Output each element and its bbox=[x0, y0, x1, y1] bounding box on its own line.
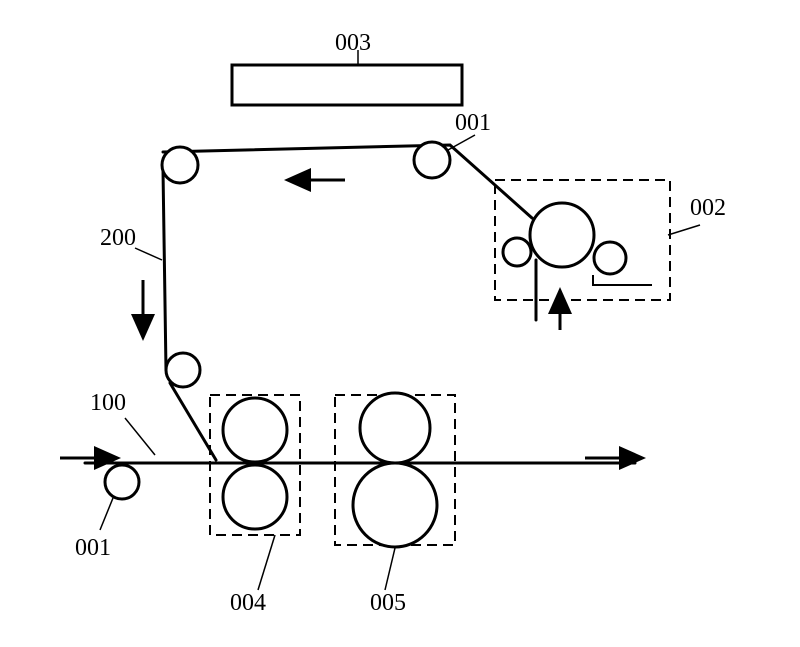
label-bottom_roller: 001 bbox=[75, 535, 111, 561]
label-left_belt: 200 bbox=[100, 225, 136, 251]
roller-bottom_small bbox=[105, 465, 139, 499]
roller-b_bot bbox=[353, 463, 437, 547]
label-right_module: 002 bbox=[690, 195, 726, 221]
label-top_right_roller: 001 bbox=[455, 110, 491, 136]
label-module_a: 004 bbox=[230, 590, 266, 616]
path-belt_top bbox=[163, 145, 532, 218]
leader_001_bot bbox=[100, 498, 113, 530]
roller-right_small_r bbox=[594, 242, 626, 274]
roller-right_big bbox=[530, 203, 594, 267]
label-substrate: 100 bbox=[90, 390, 126, 416]
roller-a_bot bbox=[223, 465, 287, 529]
label-module_b: 005 bbox=[370, 590, 406, 616]
leader_004 bbox=[258, 535, 275, 590]
component-box-003 bbox=[232, 65, 462, 105]
roller-top_right bbox=[414, 142, 450, 178]
roller-left_mid bbox=[166, 353, 200, 387]
leader_100 bbox=[125, 418, 155, 455]
label-top_box: 003 bbox=[335, 30, 371, 56]
leader_200 bbox=[135, 248, 162, 260]
mechanical-diagram: 003 001 002 200 100 001 004 005 bbox=[0, 0, 800, 647]
roller-top_left bbox=[162, 147, 198, 183]
leader_001_top bbox=[448, 135, 475, 150]
leader_005 bbox=[385, 548, 395, 590]
roller-a_top bbox=[223, 398, 287, 462]
roller-b_top bbox=[360, 393, 430, 463]
path-belt_left bbox=[163, 170, 166, 370]
leader_002 bbox=[668, 225, 700, 235]
roller-right_small_l bbox=[503, 238, 531, 266]
tray bbox=[593, 275, 652, 285]
